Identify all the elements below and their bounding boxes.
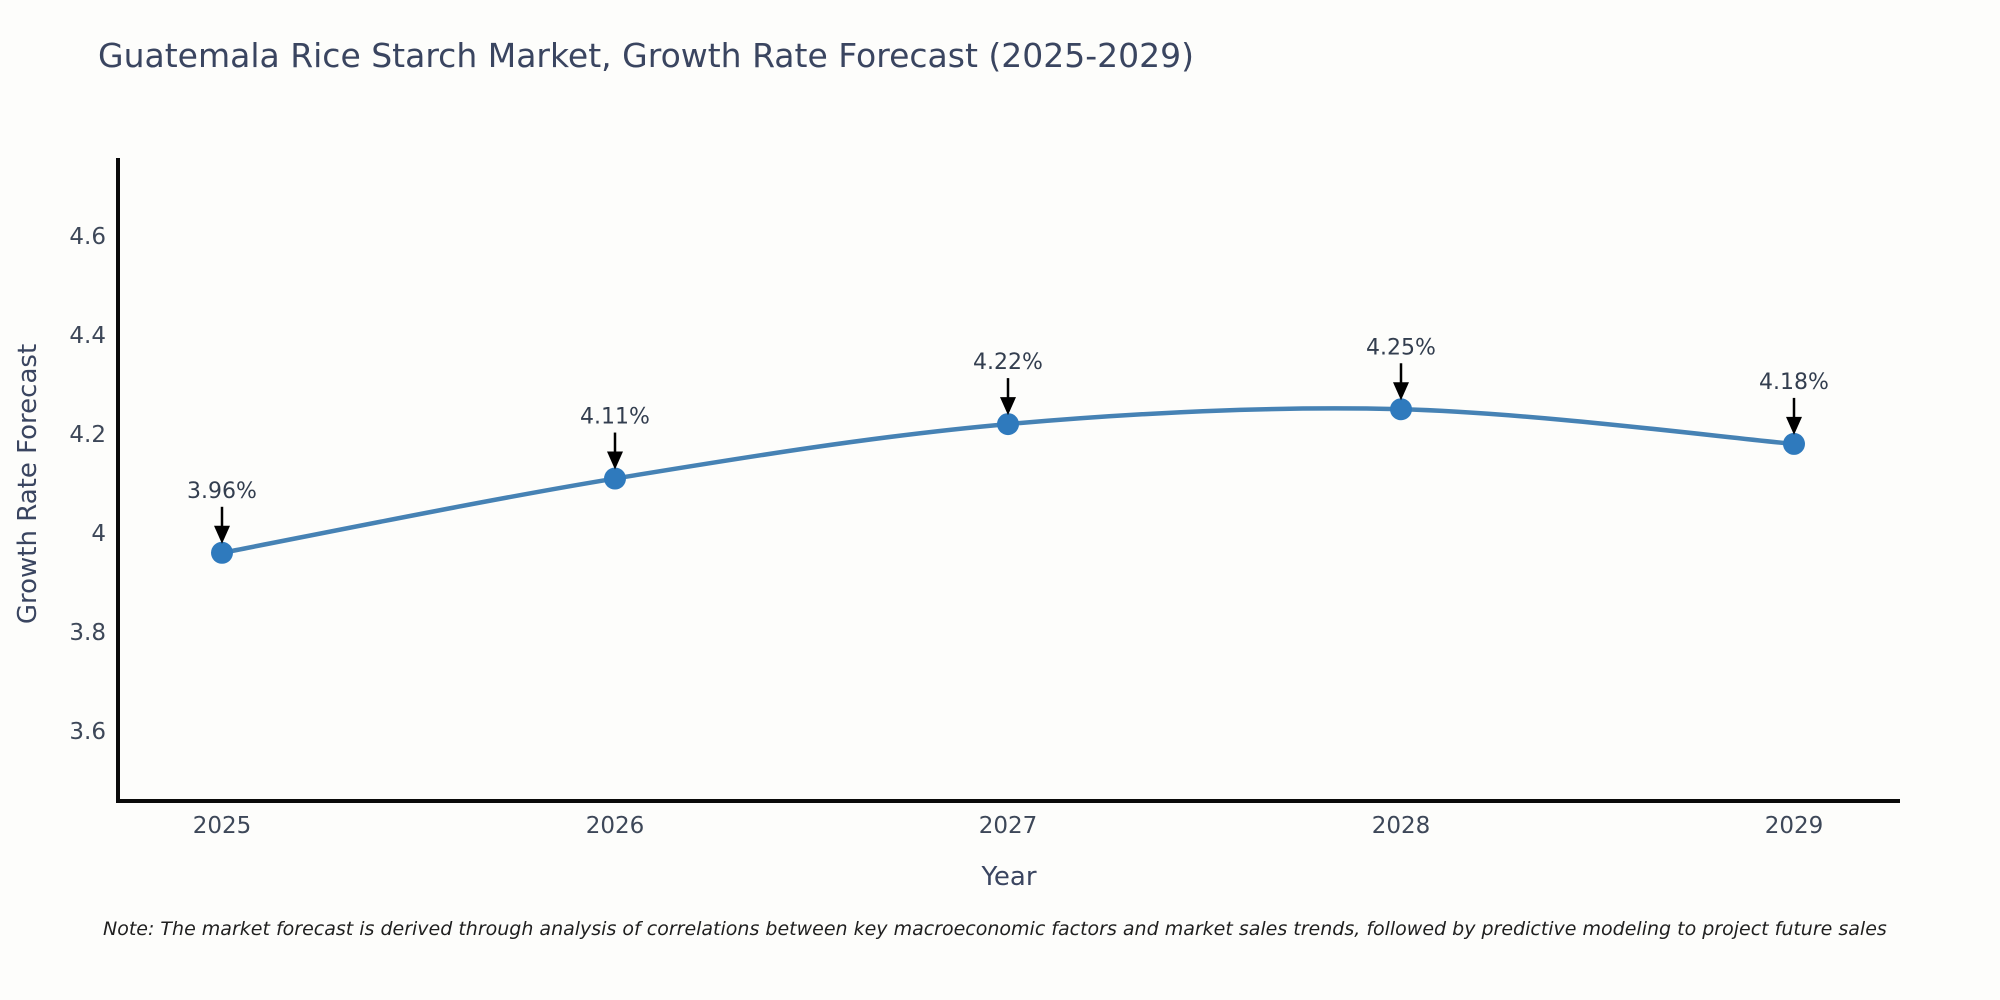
x-tick-label: 2026 [586,813,645,839]
data-point-marker [997,413,1019,436]
x-tick-label: 2029 [1765,813,1824,839]
annotation-arrow-head [214,525,230,544]
data-point-marker [211,541,233,564]
y-tick-label: 3.8 [69,620,106,646]
annotation-arrow-head [607,451,623,470]
annotation-label: 4.18% [1759,370,1829,395]
annotation-label: 3.96% [187,479,257,504]
x-tick-label: 2028 [1372,813,1431,839]
annotation-label: 4.11% [580,405,650,430]
chart-title: Guatemala Rice Starch Market, Growth Rat… [98,36,1194,75]
x-tick-label: 2025 [193,813,252,839]
data-point-marker [1783,432,1805,455]
x-tick-label: 2027 [979,813,1038,839]
data-point-marker [604,467,626,490]
x-axis-title: Year [981,862,1037,892]
y-tick-label: 4.4 [69,323,106,349]
data-point-marker [1390,398,1412,421]
y-tick-label: 3.6 [69,719,106,745]
annotation-arrow-head [1393,382,1409,401]
axis-spines [116,158,1900,803]
y-tick-label: 4.6 [69,224,106,250]
y-tick-label: 4.2 [69,422,106,448]
annotation-arrow-head [1000,397,1016,416]
y-tick-label: 4 [91,521,106,547]
annotation-label: 4.25% [1366,335,1436,360]
annotation-label: 4.22% [973,350,1043,375]
annotation-arrow-head [1786,416,1802,435]
footnote: Note: The market forecast is derived thr… [103,918,1887,940]
